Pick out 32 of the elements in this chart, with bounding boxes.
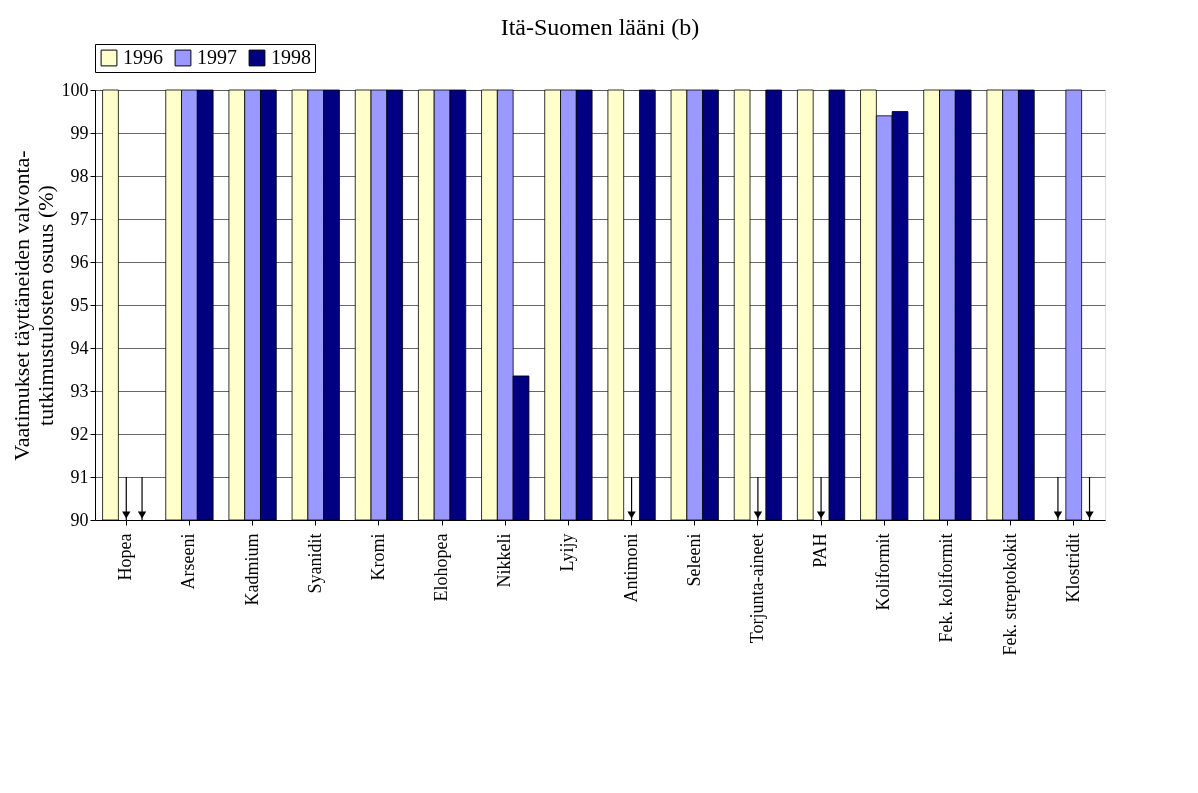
legend-label: 1996	[123, 46, 163, 68]
x-tick-label: Elohopea	[431, 533, 452, 602]
y-tick-label: 99	[70, 122, 89, 143]
x-tick-label: Koliformit	[873, 533, 894, 611]
x-tick-label: Seleeni	[683, 533, 704, 587]
x-tick-label: Nikkeli	[494, 533, 515, 588]
legend-label: 1997	[197, 46, 237, 68]
x-tick-label: Hopea	[115, 533, 136, 581]
x-tick-label: Fek. koliformit	[936, 533, 957, 643]
y-tick-label: 97	[70, 208, 89, 229]
x-tick-label: Klostridit	[1062, 533, 1083, 603]
x-tick-label: Kadmium	[241, 533, 262, 606]
x-tick-label: Kromi	[367, 533, 388, 581]
y-tick-label: 92	[70, 423, 89, 444]
y-tick-label: 96	[70, 251, 89, 272]
y-axis-title: Vaatimukset täyttäneiden valvonta- tutkimustulosten osuus (%)	[8, 150, 58, 461]
y-tick-label: 100	[61, 79, 89, 100]
y-tick-label: 91	[70, 466, 89, 487]
x-tick-label: PAH	[810, 533, 831, 568]
x-tick-label: Torjunta-aineet	[746, 533, 767, 644]
x-tick-label: Fek. streptokokit	[999, 533, 1020, 656]
x-tick-label: Arseeni	[178, 533, 199, 590]
x-tick-label: Lyijy	[557, 533, 578, 572]
y-tick-label: 98	[70, 165, 89, 186]
y-tick-label: 94	[70, 337, 89, 358]
x-tick-label: Antimoni	[620, 533, 641, 603]
legend-label: 1998	[271, 46, 311, 68]
y-tick-label: 93	[70, 380, 89, 401]
x-tick-label: Syanidit	[304, 533, 325, 594]
chart-title: Itä-Suomen lääni (b)	[500, 13, 700, 40]
y-tick-label: 90	[70, 509, 89, 530]
y-tick-label: 95	[70, 294, 89, 315]
